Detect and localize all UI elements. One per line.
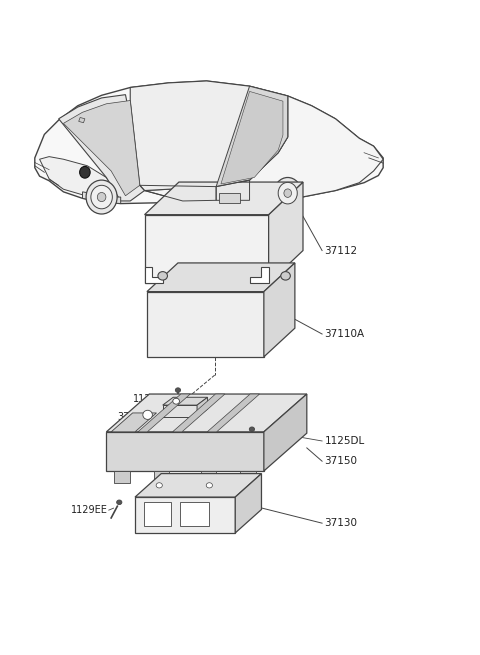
Polygon shape <box>59 95 144 201</box>
Text: 37112: 37112 <box>324 246 358 255</box>
Polygon shape <box>269 189 302 200</box>
Polygon shape <box>207 394 260 432</box>
Polygon shape <box>144 182 303 215</box>
Polygon shape <box>219 193 240 203</box>
Text: 37150: 37150 <box>324 456 358 466</box>
Polygon shape <box>39 157 120 201</box>
Text: 1129EE: 1129EE <box>71 505 108 515</box>
Ellipse shape <box>281 272 290 280</box>
Polygon shape <box>172 394 225 432</box>
Text: 1125DL: 1125DL <box>324 436 365 446</box>
Polygon shape <box>111 413 156 432</box>
Polygon shape <box>107 394 307 432</box>
Polygon shape <box>154 471 169 483</box>
Polygon shape <box>130 81 288 191</box>
Polygon shape <box>197 398 207 417</box>
Ellipse shape <box>143 410 152 419</box>
Polygon shape <box>144 502 171 527</box>
Polygon shape <box>221 92 283 184</box>
Polygon shape <box>114 471 130 483</box>
Polygon shape <box>147 291 264 357</box>
Ellipse shape <box>86 180 117 214</box>
Polygon shape <box>240 471 255 483</box>
Polygon shape <box>135 474 262 497</box>
Polygon shape <box>63 100 140 196</box>
Ellipse shape <box>206 483 213 488</box>
Polygon shape <box>107 432 264 471</box>
Ellipse shape <box>117 500 122 504</box>
Ellipse shape <box>173 398 180 404</box>
Ellipse shape <box>190 186 195 190</box>
Polygon shape <box>79 117 85 122</box>
Text: 1129ER: 1129ER <box>133 394 171 404</box>
Polygon shape <box>130 96 383 201</box>
Ellipse shape <box>158 272 168 280</box>
Ellipse shape <box>232 183 238 187</box>
Polygon shape <box>235 474 262 533</box>
Ellipse shape <box>156 483 162 488</box>
Polygon shape <box>138 394 190 432</box>
Ellipse shape <box>91 185 112 209</box>
Ellipse shape <box>175 388 180 392</box>
Text: 37130: 37130 <box>324 518 358 528</box>
Ellipse shape <box>274 178 301 209</box>
Polygon shape <box>135 497 235 533</box>
Polygon shape <box>251 267 269 283</box>
Polygon shape <box>163 405 197 417</box>
Polygon shape <box>144 267 163 283</box>
Polygon shape <box>144 215 269 283</box>
Ellipse shape <box>284 189 291 197</box>
Polygon shape <box>269 182 303 283</box>
Polygon shape <box>201 471 216 483</box>
Polygon shape <box>180 502 209 527</box>
Ellipse shape <box>278 182 297 204</box>
Ellipse shape <box>249 427 254 432</box>
Polygon shape <box>147 263 295 291</box>
Ellipse shape <box>80 166 90 178</box>
Polygon shape <box>163 398 207 405</box>
Text: 37110A: 37110A <box>324 329 365 339</box>
Polygon shape <box>264 263 295 357</box>
Ellipse shape <box>97 193 106 202</box>
Polygon shape <box>264 394 307 471</box>
Polygon shape <box>35 81 383 204</box>
Polygon shape <box>83 192 120 204</box>
Text: 37160A: 37160A <box>118 412 155 422</box>
Polygon shape <box>216 86 288 187</box>
